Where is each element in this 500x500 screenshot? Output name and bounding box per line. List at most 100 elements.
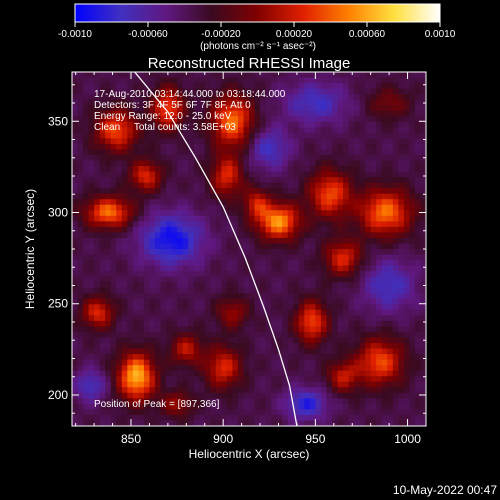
heatmap-cell: [326, 387, 333, 394]
heatmap-cell: [221, 226, 228, 234]
heatmap-cell: [276, 166, 283, 173]
heatmap-cell: [271, 121, 278, 128]
heatmap-cell: [265, 320, 272, 328]
heatmap-cell: [420, 370, 426, 377]
heatmap-cell: [143, 132, 151, 139]
colorbar-tick-label: 0.0010: [425, 29, 456, 40]
heatmap-cell: [215, 215, 222, 222]
heatmap-cell: [199, 304, 206, 311]
heatmap-cell: [210, 249, 217, 256]
heatmap-cell: [376, 326, 383, 333]
heatmap-cell: [77, 99, 84, 106]
heatmap-cell: [149, 171, 156, 178]
heatmap-cell: [387, 276, 394, 283]
heatmap-cell: [398, 154, 405, 162]
heatmap-cell: [188, 271, 195, 278]
heatmap-cell: [249, 409, 256, 416]
heatmap-cell: [243, 265, 250, 272]
heatmap-cell: [110, 354, 117, 361]
heatmap-cell: [254, 293, 261, 300]
heatmap-cell: [127, 320, 134, 328]
heatmap-cell: [177, 365, 184, 372]
heatmap-cell: [409, 403, 416, 411]
heatmap-cell: [83, 254, 90, 261]
heatmap-cell: [392, 387, 399, 394]
heatmap-cell: [376, 392, 383, 399]
heatmap-cell: [403, 193, 411, 200]
heatmap-cell: [210, 94, 217, 101]
heatmap-cell: [210, 160, 217, 167]
heatmap-cell: [210, 392, 217, 399]
heatmap-cell: [420, 221, 426, 228]
heatmap-cell: [298, 254, 305, 261]
heatmap-cell: [154, 381, 162, 388]
heatmap-cell: [110, 387, 117, 394]
heatmap-cell: [254, 254, 261, 261]
heatmap-cell: [160, 143, 167, 151]
heatmap-cell: [171, 354, 178, 361]
heatmap-cell: [260, 254, 267, 261]
heatmap-cell: [182, 232, 189, 239]
heatmap-cell: [226, 420, 234, 426]
heatmap-cell: [221, 276, 228, 283]
heatmap-cell: [138, 154, 145, 162]
heatmap-cell: [260, 260, 267, 267]
heatmap-cell: [282, 387, 289, 394]
heatmap-cell: [287, 243, 294, 250]
heatmap-cell: [370, 94, 377, 101]
heatmap-cell: [88, 387, 95, 394]
heatmap-cell: [309, 293, 316, 300]
heatmap-cell: [359, 116, 366, 123]
heatmap-cell: [265, 414, 272, 422]
heatmap-cell: [326, 232, 333, 239]
heatmap-cell: [226, 320, 234, 328]
heatmap-cell: [171, 359, 178, 366]
heatmap-cell: [127, 343, 134, 350]
heatmap-cell: [326, 403, 333, 411]
heatmap-cell: [337, 160, 344, 167]
heatmap-cell: [387, 320, 394, 328]
heatmap-cell: [409, 166, 416, 173]
heatmap-cell: [249, 304, 256, 311]
heatmap-cell: [337, 237, 344, 245]
heatmap-cell: [199, 121, 206, 128]
heatmap-cell: [188, 177, 195, 184]
heatmap-cell: [326, 365, 333, 372]
heatmap-cell: [271, 337, 278, 344]
heatmap-cell: [282, 409, 289, 416]
heatmap-cell: [226, 127, 234, 134]
heatmap-cell: [343, 105, 350, 112]
heatmap-cell: [199, 94, 206, 101]
heatmap-cell: [331, 403, 339, 411]
heatmap-cell: [359, 226, 366, 234]
heatmap-cell: [260, 359, 267, 366]
heatmap-cell: [232, 304, 239, 311]
heatmap-cell: [188, 282, 195, 289]
heatmap-cell: [315, 309, 322, 316]
heatmap-cell: [331, 243, 339, 250]
heatmap-cell: [160, 376, 167, 383]
heatmap-cell: [210, 88, 217, 95]
heatmap-cell: [182, 320, 189, 328]
heatmap-cell: [88, 171, 95, 178]
heatmap-cell: [193, 298, 200, 305]
heatmap-cell: [265, 243, 272, 250]
heatmap-cell: [309, 287, 316, 294]
heatmap-cell: [282, 171, 289, 178]
heatmap-cell: [116, 304, 123, 311]
heatmap-cell: [166, 381, 173, 388]
heatmap-cell: [249, 298, 256, 305]
heatmap-cell: [143, 121, 151, 128]
heatmap-cell: [215, 166, 222, 173]
heatmap-cell: [282, 232, 289, 239]
heatmap-cell: [343, 331, 350, 339]
heatmap-cell: [177, 254, 184, 261]
heatmap-cell: [177, 182, 184, 189]
heatmap-cell: [343, 348, 350, 355]
heatmap-cell: [381, 210, 388, 217]
heatmap-cell: [154, 309, 162, 316]
heatmap-cell: [143, 320, 151, 328]
heatmap-cell: [387, 392, 394, 399]
heatmap-cell: [177, 309, 184, 316]
heatmap-cell: [348, 315, 355, 322]
